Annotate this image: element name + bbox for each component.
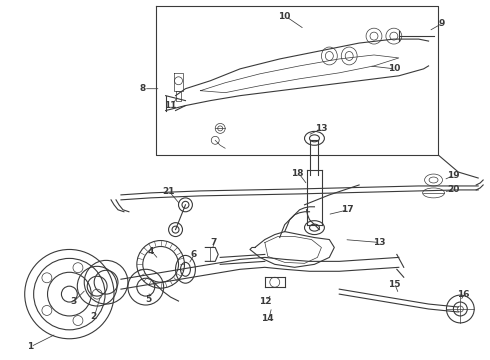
Text: 3: 3: [70, 297, 76, 306]
Text: 10: 10: [388, 64, 400, 73]
Text: 13: 13: [373, 238, 385, 247]
Text: 8: 8: [140, 84, 146, 93]
Text: 7: 7: [210, 238, 217, 247]
Text: 9: 9: [438, 19, 444, 28]
Text: 1: 1: [26, 342, 33, 351]
Text: 12: 12: [259, 297, 271, 306]
Text: 13: 13: [315, 124, 328, 133]
Text: 11: 11: [164, 101, 177, 110]
Text: 20: 20: [447, 185, 460, 194]
Text: 5: 5: [146, 294, 152, 303]
Text: 19: 19: [447, 171, 460, 180]
Text: 6: 6: [190, 250, 196, 259]
Text: 18: 18: [292, 168, 304, 177]
Text: 4: 4: [147, 247, 154, 256]
Text: 17: 17: [341, 205, 353, 214]
Text: 21: 21: [162, 188, 175, 197]
Text: 15: 15: [388, 280, 400, 289]
Text: 16: 16: [457, 289, 469, 298]
Text: 10: 10: [278, 12, 291, 21]
Text: 14: 14: [262, 314, 274, 323]
Text: 2: 2: [90, 312, 97, 321]
